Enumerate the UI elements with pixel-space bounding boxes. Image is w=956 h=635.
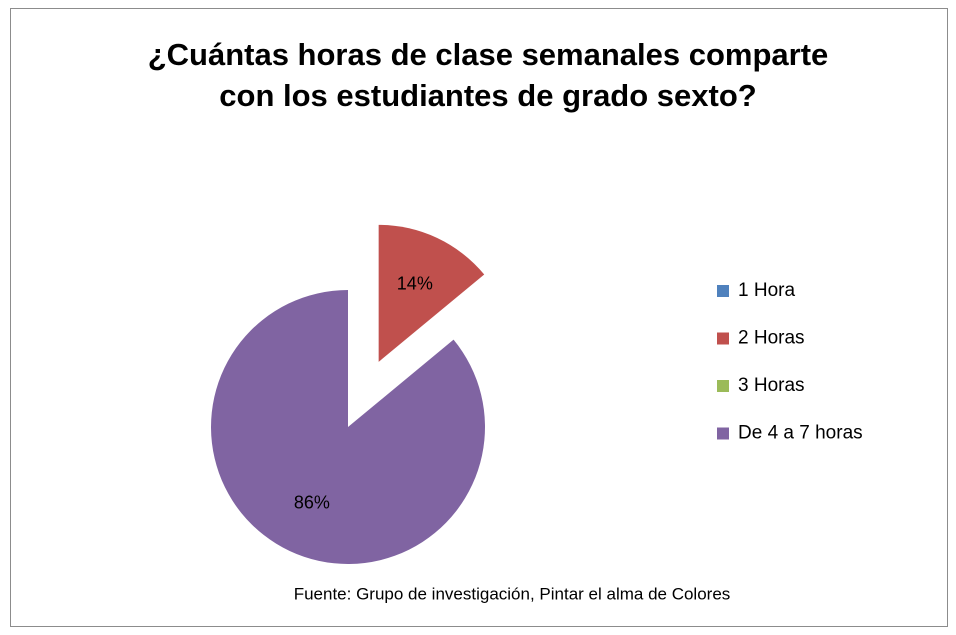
source-note: Fuente: Grupo de investigación, Pintar e… [294,584,731,603]
pie-slice [211,290,486,564]
pie-slice [378,224,485,362]
legend-swatch [717,285,729,297]
chart-frame [10,8,948,627]
legend-label: 2 Horas [738,328,805,349]
legend-label: De 4 a 7 horas [738,423,863,444]
legend-label: 3 Horas [738,375,805,396]
data-label: 14% [397,274,433,294]
legend-label: 1 Hora [738,280,795,301]
data-label: 86% [294,493,330,513]
chart-title: ¿Cuántas horas de clase semanales compar… [147,37,829,113]
legend-swatch [717,332,729,345]
legend-swatch [717,427,729,440]
legend-swatch [717,380,729,392]
